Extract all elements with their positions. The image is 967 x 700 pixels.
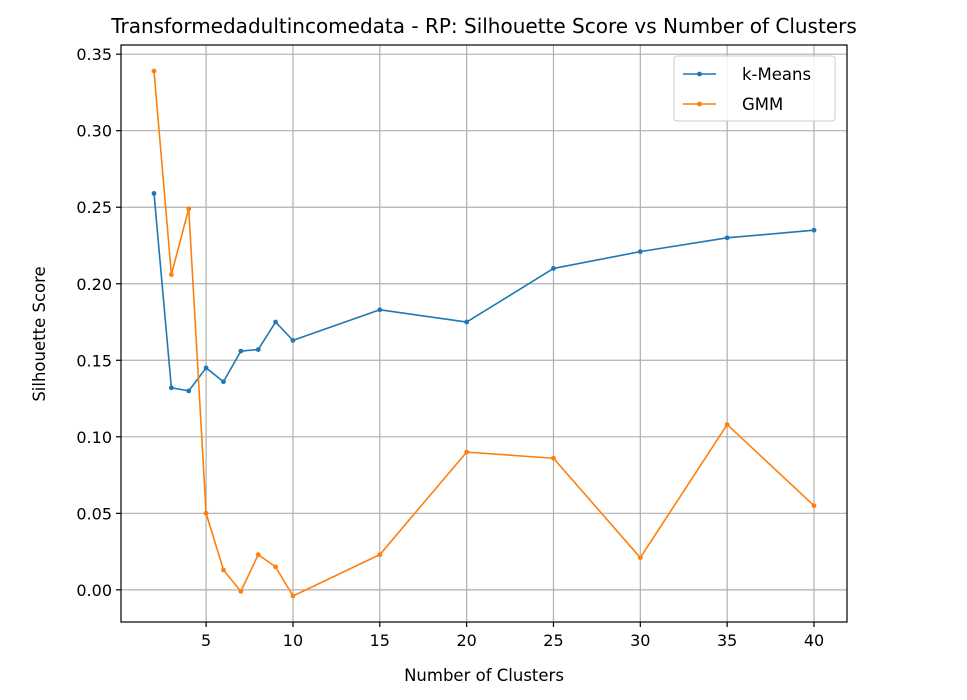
gmm-point (290, 593, 296, 599)
series-layer (151, 68, 817, 599)
k-means-point (551, 266, 556, 271)
x-axis-ticks: 5 10 15 20 25 30 35 40 (201, 622, 824, 650)
k-means-point (464, 319, 470, 325)
x-tick-label: 20 (456, 631, 476, 650)
gmm-point (464, 449, 470, 455)
k-means-point (186, 388, 192, 394)
y-tick-label: 0.10 (76, 428, 112, 447)
gmm-point (637, 555, 643, 561)
k-means-point (290, 337, 296, 343)
y-tick-label: 0.30 (76, 122, 112, 141)
gmm-point (186, 206, 192, 212)
chart-title: Transformedadultincomedata - RP: Silhoue… (110, 14, 857, 38)
legend-item-gmm: GMM (683, 95, 783, 114)
legend-item-k-means: k-Means (683, 65, 811, 84)
x-tick-label: 35 (717, 631, 737, 650)
k-means-point (238, 348, 244, 354)
gmm-point (203, 510, 209, 516)
y-axis-label: Silhouette Score (30, 266, 49, 401)
x-tick-label: 25 (543, 631, 563, 650)
gmm-point (255, 552, 261, 558)
y-tick-label: 0.15 (76, 351, 112, 370)
gmm-point (811, 503, 817, 509)
gmm-point (273, 564, 278, 570)
y-tick-label: 0.00 (76, 581, 112, 600)
x-tick-label: 5 (201, 631, 211, 650)
x-tick-label: 15 (370, 631, 390, 650)
gmm-point (724, 422, 730, 427)
legend-swatch-marker (697, 101, 702, 107)
y-tick-label: 0.25 (76, 198, 112, 217)
k-means-point (255, 347, 261, 352)
legend-items: k-Means GMM (683, 65, 811, 114)
gmm-point (151, 68, 157, 74)
y-tick-label: 0.20 (76, 275, 112, 294)
k-means-point (221, 379, 226, 385)
y-axis-ticks: 0.00 0.05 0.10 0.15 0.20 0.25 0.30 0.35 (76, 45, 121, 600)
gmm-point (551, 455, 556, 461)
legend-label: GMM (742, 95, 783, 114)
legend-label: k-Means (742, 65, 811, 84)
x-tick-label: 10 (283, 631, 303, 650)
x-tick-label: 40 (804, 631, 824, 650)
k-means-point (273, 319, 278, 325)
k-means-point (203, 365, 209, 371)
y-tick-label: 0.35 (76, 45, 112, 64)
plot-frame (120, 44, 848, 623)
gmm-point (168, 272, 174, 277)
k-means-point (168, 385, 174, 391)
k-means-point (151, 191, 157, 196)
gmm-point (221, 567, 226, 573)
gmm-point (377, 552, 383, 558)
x-tick-label: 30 (630, 631, 650, 650)
k-means-point (724, 235, 730, 241)
gmm-point (238, 588, 244, 594)
x-axis-label: Number of Clusters (404, 666, 564, 685)
series-gmm (151, 68, 817, 599)
series-k-means (151, 191, 817, 394)
y-tick-label: 0.05 (76, 504, 112, 523)
legend-swatch-marker (697, 71, 702, 77)
legend: k-Means GMM (673, 55, 836, 122)
k-means-point (811, 227, 817, 233)
k-means-point (377, 307, 383, 313)
k-means-point (637, 249, 643, 255)
